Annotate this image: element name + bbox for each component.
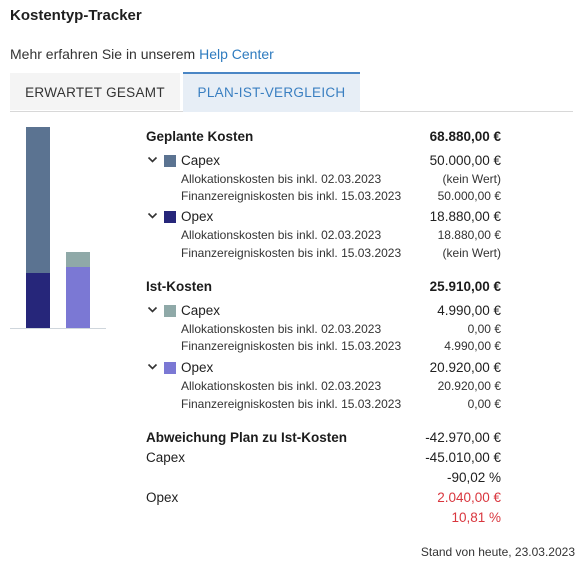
plan-capex-alloc-value: (kein Wert) <box>442 172 501 186</box>
help-line: Mehr erfahren Sie in unserem Help Center <box>10 46 274 62</box>
actual-capex-label: Capex <box>181 303 221 318</box>
plan-opex-alloc-value: 18.880,00 € <box>437 228 501 242</box>
plan-total-row: Geplante Kosten 68.880,00 € <box>0 128 583 146</box>
chart-baseline <box>10 328 106 329</box>
actual-opex-row[interactable]: Opex 20.920,00 € <box>0 359 583 377</box>
plan-total-value: 68.880,00 € <box>429 129 501 144</box>
actual-opex-alloc-value: 20.920,00 € <box>437 379 501 393</box>
deviation-opex-label: Opex <box>146 490 179 505</box>
deviation-capex-row: Capex -45.010,00 € <box>0 449 583 467</box>
help-text: Mehr erfahren Sie in unserem <box>10 46 200 62</box>
plan-capex-fin-row: Finanzereigniskosten bis inkl. 15.03.202… <box>0 187 583 205</box>
actual-label: Ist-Kosten <box>146 279 213 294</box>
plan-capex-alloc-row: Allokationskosten bis inkl. 02.03.2023 (… <box>0 170 583 188</box>
actual-opex-alloc-row: Allokationskosten bis inkl. 02.03.2023 2… <box>0 377 583 395</box>
actual-capex-alloc-value: 0,00 € <box>467 322 501 336</box>
actual-capex-fin-row: Finanzereigniskosten bis inkl. 15.03.202… <box>0 337 583 355</box>
deviation-opex-pct: 10,81 % <box>451 510 501 525</box>
page-title: Kostentyp-Tracker <box>10 7 142 24</box>
opex-actual-swatch <box>164 362 176 374</box>
actual-capex-alloc-row: Allokationskosten bis inkl. 02.03.2023 0… <box>0 320 583 338</box>
plan-opex-fin-label: Finanzereigniskosten bis inkl. 15.03.202… <box>181 246 402 260</box>
deviation-capex-label: Capex <box>146 450 186 465</box>
actual-opex-fin-value: 0,00 € <box>467 397 501 411</box>
plan-capex-row[interactable]: Capex 50.000,00 € <box>0 152 583 170</box>
chevron-down-icon[interactable] <box>147 304 158 315</box>
deviation-capex-pct: -90,02 % <box>446 470 501 485</box>
actual-opex-label: Opex <box>181 360 214 375</box>
deviation-total-value: -42.970,00 € <box>425 430 501 445</box>
plan-capex-label: Capex <box>181 153 221 168</box>
plan-capex-fin-value: 50.000,00 € <box>437 189 501 203</box>
plan-opex-label: Opex <box>181 209 214 224</box>
deviation-opex-value: 2.040,00 € <box>437 490 501 505</box>
actual-total-value: 25.910,00 € <box>429 279 501 294</box>
actual-opex-fin-label: Finanzereigniskosten bis inkl. 15.03.202… <box>181 397 402 411</box>
plan-opex-row[interactable]: Opex 18.880,00 € <box>0 208 583 226</box>
plan-label: Geplante Kosten <box>146 129 254 144</box>
capex-actual-swatch <box>164 305 176 317</box>
plan-opex-alloc-row: Allokationskosten bis inkl. 02.03.2023 1… <box>0 226 583 244</box>
actual-opex-value: 20.920,00 € <box>429 360 501 375</box>
status-timestamp: Stand von heute, 23.03.2023 <box>420 545 575 559</box>
plan-opex-fin-row: Finanzereigniskosten bis inkl. 15.03.202… <box>0 244 583 262</box>
actual-capex-fin-value: 4.990,00 € <box>444 339 501 353</box>
opex-plan-swatch <box>164 211 176 223</box>
actual-capex-row[interactable]: Capex 4.990,00 € <box>0 302 583 320</box>
plan-opex-fin-value: (kein Wert) <box>442 246 501 260</box>
plan-opex-alloc-label: Allokationskosten bis inkl. 02.03.2023 <box>181 228 382 242</box>
deviation-capex-pct-row: -90,02 % <box>0 469 583 487</box>
chevron-down-icon[interactable] <box>147 361 158 372</box>
capex-plan-swatch <box>164 155 176 167</box>
plan-capex-fin-label: Finanzereigniskosten bis inkl. 15.03.202… <box>181 189 402 203</box>
actual-capex-value: 4.990,00 € <box>437 303 501 318</box>
bar-actual-opex <box>66 266 90 328</box>
tab-bar: ERWARTET GESAMT PLAN-IST-VERGLEICH <box>10 72 573 112</box>
tab-plan-ist-vergleich[interactable]: PLAN-IST-VERGLEICH <box>183 72 360 112</box>
chevron-down-icon[interactable] <box>147 154 158 165</box>
chevron-down-icon[interactable] <box>147 210 158 221</box>
deviation-capex-value: -45.010,00 € <box>425 450 501 465</box>
plan-opex-value: 18.880,00 € <box>429 209 501 224</box>
actual-total-row: Ist-Kosten 25.910,00 € <box>0 278 583 296</box>
deviation-label: Abweichung Plan zu Ist-Kosten <box>146 430 348 445</box>
bar-plan-capex <box>26 127 50 273</box>
actual-opex-alloc-label: Allokationskosten bis inkl. 02.03.2023 <box>181 379 382 393</box>
actual-capex-fin-label: Finanzereigniskosten bis inkl. 15.03.202… <box>181 339 402 353</box>
help-center-link[interactable]: Help Center <box>199 46 274 62</box>
cost-bar-chart <box>10 127 106 329</box>
plan-capex-alloc-label: Allokationskosten bis inkl. 02.03.2023 <box>181 172 382 186</box>
bar-actual-capex <box>66 252 90 267</box>
bar-plan-opex <box>26 272 50 328</box>
actual-capex-alloc-label: Allokationskosten bis inkl. 02.03.2023 <box>181 322 382 336</box>
deviation-total-row: Abweichung Plan zu Ist-Kosten -42.970,00… <box>0 429 583 447</box>
plan-capex-value: 50.000,00 € <box>429 153 501 168</box>
deviation-opex-row: Opex 2.040,00 € <box>0 489 583 507</box>
deviation-opex-pct-row: 10,81 % <box>0 509 583 527</box>
tab-erwartet-gesamt[interactable]: ERWARTET GESAMT <box>10 73 180 110</box>
actual-opex-fin-row: Finanzereigniskosten bis inkl. 15.03.202… <box>0 395 583 413</box>
